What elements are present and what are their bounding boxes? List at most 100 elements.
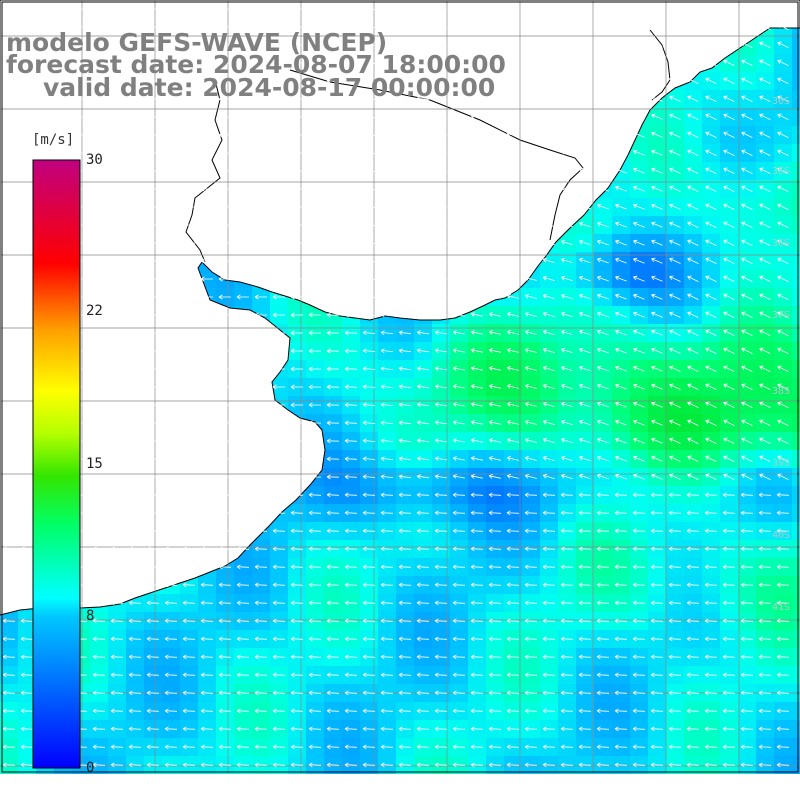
wind-vector: [236, 24, 249, 30]
field-cell: [792, 612, 800, 630]
wind-vector: [254, 330, 267, 336]
wind-vector: [200, 366, 213, 372]
wind-vector: [362, 258, 376, 264]
wind-vector: [524, 294, 537, 299]
wind-vector: [651, 203, 663, 210]
wind-vector: [759, 185, 771, 192]
wind-vector: [92, 276, 105, 282]
latitude-label: 35S: [772, 166, 790, 177]
wind-vector: [236, 402, 249, 408]
wind-vector: [561, 329, 573, 336]
wind-vector: [218, 114, 231, 120]
wind-vector: [524, 276, 537, 281]
wind-vector: [578, 113, 591, 120]
wind-vector: [633, 113, 645, 120]
wind-vector: [362, 204, 376, 210]
wind-vector: [272, 384, 285, 390]
wind-vector: [777, 221, 789, 228]
wind-vector: [146, 204, 159, 210]
wind-vector: [164, 222, 177, 228]
wind-vector: [452, 258, 465, 263]
wind-vector: [524, 132, 537, 137]
wind-vector: [578, 293, 591, 300]
wind-vector: [182, 78, 195, 84]
wind-vector: [38, 60, 51, 66]
wind-vector: [380, 186, 394, 192]
wind-vector: [542, 149, 555, 156]
wind-vector: [687, 113, 699, 120]
wind-vector: [524, 96, 537, 101]
wind-vector: [524, 78, 537, 83]
wind-vector: [615, 131, 627, 138]
wind-vector: [651, 131, 663, 138]
latitude-label: 40S: [772, 530, 790, 541]
wind-vector: [92, 24, 105, 30]
wind-vector: [506, 168, 519, 173]
wind-vector: [705, 347, 717, 354]
wind-vector: [506, 348, 519, 353]
wind-vector: [272, 78, 285, 84]
wind-vector: [236, 276, 249, 282]
wind-vector: [218, 60, 231, 66]
wind-vector: [596, 95, 609, 102]
wind-vector: [146, 168, 159, 174]
wind-vector: [633, 365, 645, 372]
wind-vector: [20, 42, 33, 48]
wind-vector: [416, 348, 429, 354]
wind-vector: [308, 294, 322, 300]
wind-vector: [20, 402, 33, 408]
wind-vector: [488, 294, 501, 299]
wind-vector: [200, 186, 213, 192]
wind-vector: [326, 366, 340, 372]
wind-vector: [777, 293, 789, 300]
wind-vector: [128, 42, 141, 48]
wind-vector: [254, 258, 267, 264]
wind-vector: [110, 258, 123, 264]
wind-vector: [633, 131, 645, 138]
wind-vector: [308, 222, 322, 228]
field-cell: [792, 522, 800, 540]
wind-vector: [506, 330, 519, 335]
wind-vector: [741, 311, 753, 318]
field-cell: [792, 450, 800, 468]
wind-vector: [344, 168, 358, 174]
wind-vector: [759, 221, 771, 228]
wind-vector: [326, 78, 340, 84]
wind-vector: [362, 60, 376, 66]
wind-vector: [344, 204, 358, 210]
wind-vector: [92, 366, 105, 372]
wind-vector: [164, 240, 177, 246]
wind-vector: [669, 149, 681, 156]
wind-vector: [272, 24, 285, 30]
wind-vector: [92, 240, 105, 246]
wind-vector: [290, 78, 303, 84]
field-cell: [792, 324, 800, 342]
wind-vector: [669, 239, 681, 246]
wind-vector: [434, 222, 447, 228]
wind-vector: [741, 77, 753, 84]
wind-vector: [218, 330, 231, 336]
wind-vector: [578, 383, 591, 390]
wind-vector: [2, 96, 15, 102]
wind-vector: [218, 42, 231, 48]
wind-vector: [488, 96, 501, 101]
wind-vector: [56, 96, 69, 102]
wind-vector: [290, 132, 303, 138]
wind-vector: [488, 114, 501, 119]
wind-vector: [236, 384, 249, 390]
wind-vector: [290, 258, 303, 264]
wind-vector: [470, 366, 483, 371]
wind-vector: [687, 239, 699, 246]
wind-vector: [128, 240, 141, 246]
wind-vector: [741, 239, 753, 246]
wind-vector: [56, 114, 69, 120]
wind-vector: [542, 239, 555, 246]
wind-vector: [146, 312, 159, 318]
wind-vector: [146, 366, 159, 372]
wind-vector: [470, 258, 483, 263]
wind-vector: [452, 348, 465, 353]
wind-vector: [705, 185, 717, 192]
wind-vector: [290, 348, 303, 354]
wind-vector: [452, 168, 465, 173]
field-cell: [792, 378, 800, 396]
